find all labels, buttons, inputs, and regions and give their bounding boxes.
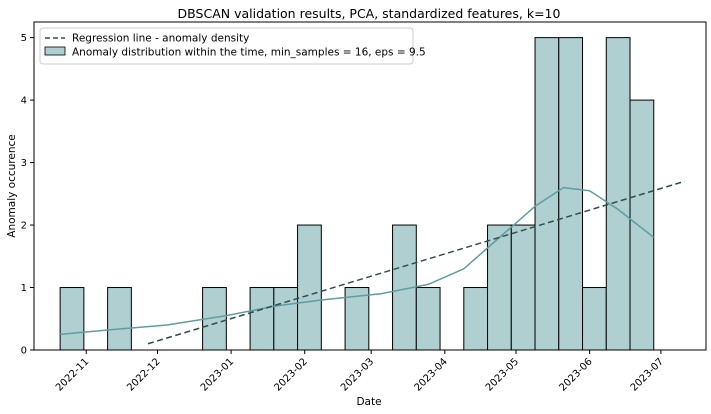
y-tick-label: 3 bbox=[21, 158, 27, 169]
x-tick-label: 2023-04 bbox=[413, 356, 450, 393]
x-tick-label: 2022-12 bbox=[125, 356, 162, 393]
x-tick-label: 2023-05 bbox=[484, 356, 521, 393]
x-tick-label: 2023-01 bbox=[199, 356, 236, 393]
regression-line bbox=[147, 180, 685, 345]
y-tick-label: 4 bbox=[21, 96, 27, 107]
y-axis-label: Anomaly occurence bbox=[6, 134, 18, 237]
x-axis-label: Date bbox=[356, 396, 381, 408]
x-tick-label: 2023-07 bbox=[629, 356, 666, 393]
x-tick-label: 2022-11 bbox=[54, 356, 91, 393]
bars bbox=[59, 37, 655, 351]
histogram-bar bbox=[297, 224, 322, 351]
plot-frame bbox=[33, 21, 707, 351]
histogram-bar bbox=[415, 287, 441, 351]
legend-regression-label: Regression line - anomaly density bbox=[72, 33, 249, 45]
legend-distribution-label: Anomaly distribution within the time, mi… bbox=[72, 47, 426, 59]
y-tick-label: 5 bbox=[21, 33, 27, 44]
legend-distribution-swatch bbox=[44, 46, 66, 56]
histogram-bar bbox=[273, 287, 299, 351]
y-tick-label: 2 bbox=[21, 221, 27, 232]
histogram-bar bbox=[629, 99, 655, 351]
histogram-bar bbox=[249, 287, 275, 351]
kde-curve bbox=[60, 186, 655, 336]
histogram-bar bbox=[463, 287, 489, 351]
histogram-bar bbox=[487, 224, 512, 351]
legend: Regression line - anomaly density Anomal… bbox=[39, 27, 426, 65]
y-tick-label: 0 bbox=[21, 346, 27, 357]
x-tick-label: 2023-02 bbox=[272, 356, 309, 393]
histogram-bar bbox=[107, 287, 132, 351]
histogram-bar bbox=[605, 37, 631, 351]
histogram-bar bbox=[582, 287, 607, 351]
chart-title: DBSCAN validation results, PCA, standard… bbox=[178, 6, 561, 21]
lines bbox=[60, 180, 685, 345]
legend-frame bbox=[39, 27, 414, 65]
y-tick-label: 1 bbox=[21, 283, 27, 294]
histogram-bar bbox=[558, 37, 584, 351]
x-axis: 2022-11 2022-12 2023-01 2023-02 2023-03 2023-… bbox=[54, 350, 666, 394]
histogram-bar bbox=[510, 224, 536, 351]
histogram-bar bbox=[59, 287, 85, 351]
x-tick-label: 2023-06 bbox=[557, 356, 594, 393]
x-tick-label: 2023-03 bbox=[339, 356, 376, 393]
y-axis: 0 1 2 3 4 5 bbox=[21, 33, 34, 357]
